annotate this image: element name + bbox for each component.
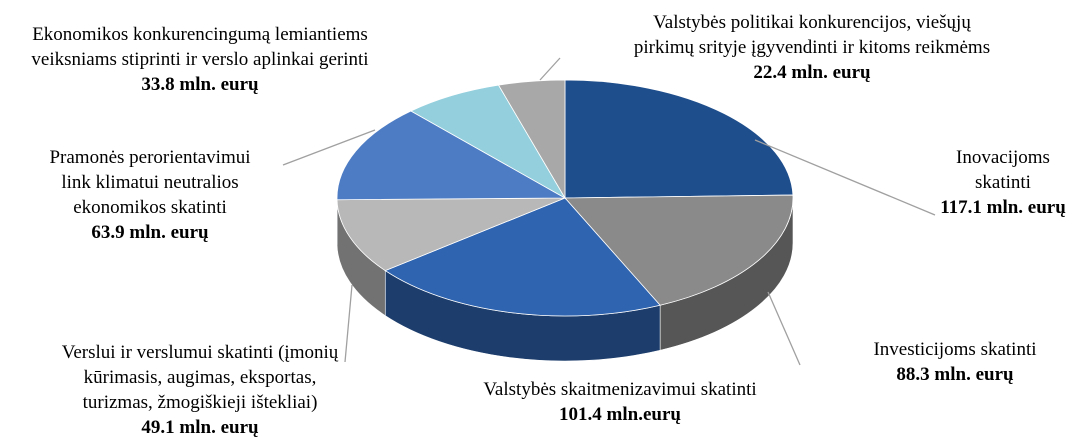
leader-line [282, 129, 376, 166]
pie [336, 79, 794, 362]
slice-label: Inovacijoms [956, 147, 1050, 168]
slice-label: Ekonomikos konkurencingumą lemiantiems [32, 24, 368, 45]
leader-line [754, 139, 936, 216]
value-label: 22.4 mln. eurų [753, 62, 871, 83]
value-label: 49.1 mln. eurų [141, 417, 259, 438]
slice-label: turizmas, žmogiškieji ištekliai) [83, 392, 318, 413]
pie-slice [336, 197, 566, 272]
slice-label: Valstybės skaitmenizavimui skatinti [483, 379, 756, 400]
slice-label: Verslui ir verslumui skatinti (įmonių [62, 342, 339, 363]
value-label: 33.8 mln. eurų [141, 74, 259, 95]
pie-slice [336, 110, 567, 201]
slice-label: pirkimų srityje įgyvendinti ir kitoms re… [634, 37, 990, 58]
value-label: 63.9 mln. eurų [91, 222, 209, 243]
slice-label: Pramonės perorientavimui [49, 147, 250, 168]
pie-slice [564, 79, 794, 199]
leader-line [539, 57, 561, 81]
labels: Inovacijoms skatinti 117.1 mln. eurų Invest… [31, 12, 1066, 438]
slice-label: Investicijoms skatinti [873, 339, 1036, 360]
pie-slice [384, 197, 661, 317]
pie-slice [497, 79, 566, 200]
value-label: 88.3 mln. eurų [896, 364, 1014, 385]
pie-slice [564, 194, 794, 306]
slice-label: Valstybės politikai konkurencijos, viešų… [653, 12, 971, 33]
value-label: 101.4 mln.eurų [559, 404, 681, 425]
value-label: 117.1 mln. eurų [940, 197, 1066, 218]
pie-slice [410, 84, 567, 200]
slice-label: veiksniams stiprinti ir verslo aplinkai … [31, 49, 368, 70]
slice-label: kūrimasis, augimas, eksportas, [84, 367, 317, 388]
leader-line [767, 291, 801, 366]
slice-label: skatinti [975, 172, 1031, 193]
slice-label: link klimatui neutralios [61, 172, 238, 193]
leader-lines [282, 57, 936, 366]
slice-label: ekonomikos skatinti [73, 197, 227, 218]
leader-line [344, 284, 353, 363]
